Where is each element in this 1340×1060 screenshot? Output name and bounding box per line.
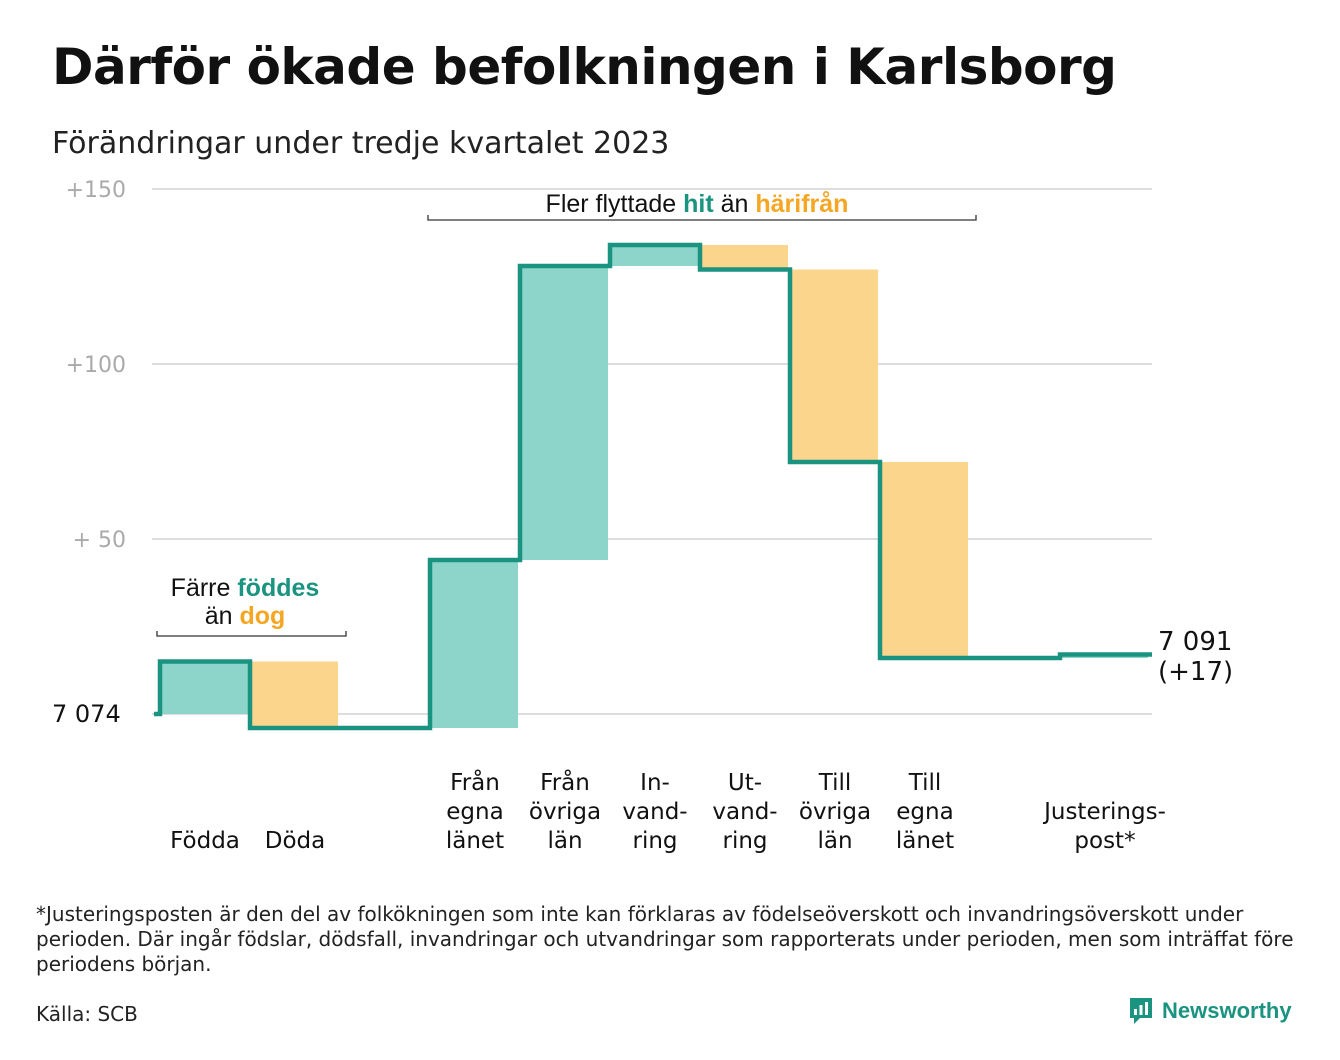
start-value-label: 7 074 (52, 700, 121, 728)
category-label: Ut- (728, 770, 762, 796)
category-label: länet (896, 828, 954, 854)
births-deaths-annotation: Färre föddes (171, 574, 320, 602)
category-label: post* (1074, 828, 1135, 854)
category-label: Döda (265, 828, 325, 854)
waterfall-chart: +150 +100 + 50 Födda Döda Från egna länet Från öv… (52, 178, 1233, 854)
category-label: län (547, 828, 582, 854)
category-label: vand- (622, 799, 687, 825)
category-label: övriga (529, 799, 601, 825)
source-label: Källa: SCB (36, 1002, 138, 1026)
category-label: ring (722, 828, 767, 854)
brand-logo: Newsworthy (1128, 996, 1292, 1026)
category-label: egna (446, 799, 503, 825)
waterfall-bar (702, 245, 788, 270)
births-deaths-annotation-line2: än dog (205, 602, 286, 630)
y-tick-label: +100 (66, 353, 126, 378)
y-tick-label: +150 (66, 178, 126, 203)
waterfall-bar (792, 269, 878, 462)
waterfall-bar (522, 266, 608, 560)
category-label: Justerings- (1042, 799, 1166, 825)
end-value-label: 7 091 (1158, 627, 1232, 657)
category-label: In- (640, 770, 670, 796)
footnote: *Justeringsposten är den del av folkökni… (36, 902, 1294, 976)
waterfall-bar (612, 245, 698, 266)
chart-title: Därför ökade befolkningen i Karlsborg (52, 38, 1117, 96)
category-label: länet (446, 828, 504, 854)
category-label: övriga (799, 799, 871, 825)
waterfall-bar (432, 560, 518, 728)
newsworthy-logo-icon (1130, 998, 1152, 1024)
births-deaths-bracket (156, 631, 347, 637)
category-label: ring (632, 828, 677, 854)
waterfall-bar (882, 462, 968, 658)
category-label: Till (818, 770, 852, 796)
migration-annotation: Fler flyttade hit än härifrån (546, 190, 849, 218)
category-label: Födda (170, 828, 240, 854)
category-label: Från (450, 768, 500, 796)
category-label: Till (908, 770, 942, 796)
category-label: län (817, 828, 852, 854)
cumulative-step-line (154, 242, 1152, 731)
brand-name: Newsworthy (1162, 998, 1292, 1023)
end-change-label: (+17) (1158, 657, 1233, 687)
category-label: vand- (712, 799, 777, 825)
migration-bracket (427, 215, 977, 221)
waterfall-bar (162, 661, 248, 714)
waterfall-bar (252, 661, 338, 728)
category-label: Från (540, 768, 590, 796)
category-label: egna (896, 799, 953, 825)
chart-subtitle: Förändringar under tredje kvartalet 2023 (52, 126, 670, 161)
y-tick-label: + 50 (73, 528, 126, 553)
